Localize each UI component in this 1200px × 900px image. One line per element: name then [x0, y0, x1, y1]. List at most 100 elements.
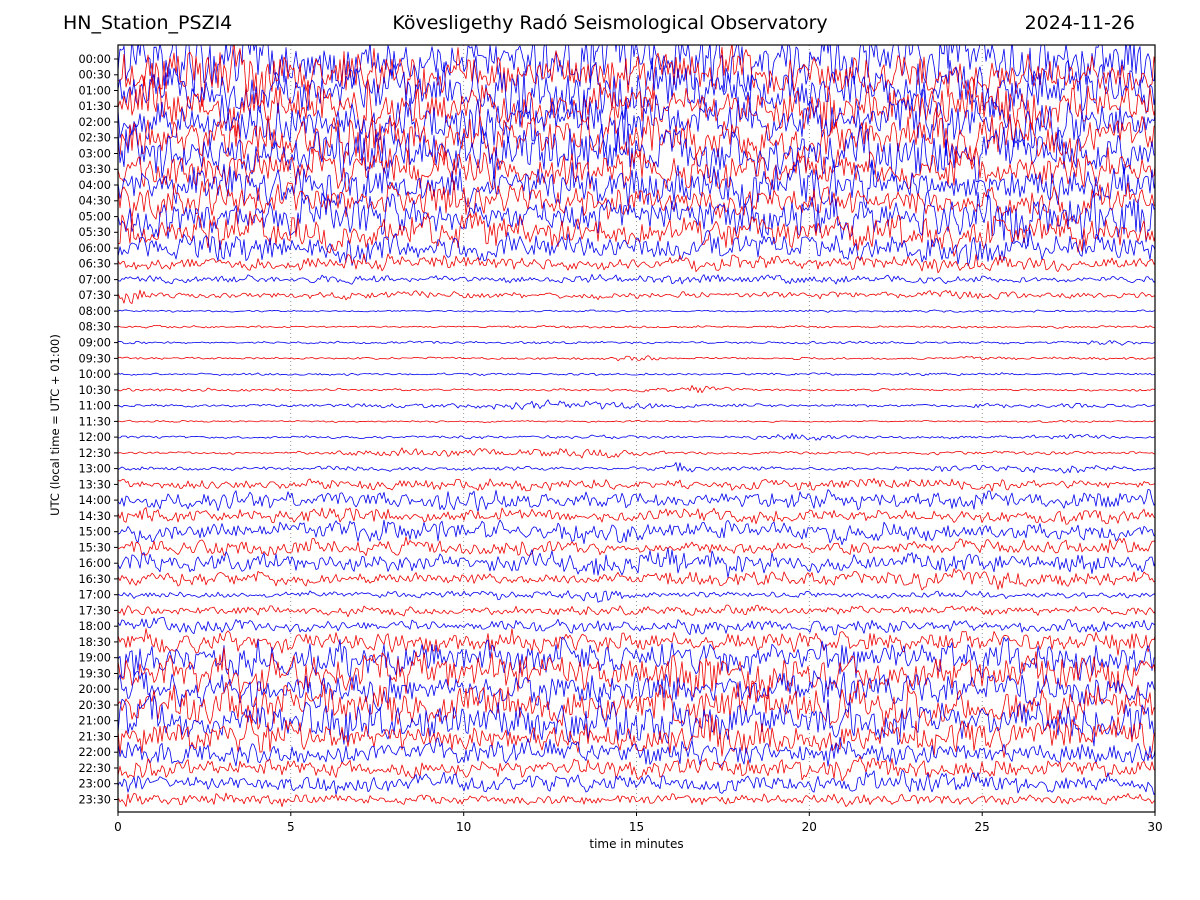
y-tick-label-08:00: 08:00: [78, 305, 111, 318]
trace-06:00: [118, 229, 1155, 267]
y-tick-label-17:00: 17:00: [78, 589, 111, 602]
y-tick-label-13:00: 13:00: [78, 463, 111, 476]
station-title: HN_Station_PSZI4: [63, 12, 233, 34]
y-tick-label-06:00: 06:00: [78, 242, 111, 255]
y-tick-label-14:00: 14:00: [78, 494, 111, 507]
trace-16:00: [118, 547, 1155, 579]
trace-10:00: [118, 372, 1155, 376]
trace-06:30: [118, 253, 1155, 274]
y-tick-label-00:30: 00:30: [78, 69, 111, 82]
trace-13:30: [118, 478, 1155, 492]
y-tick-label-15:30: 15:30: [78, 541, 111, 554]
y-tick-label-23:30: 23:30: [78, 793, 111, 806]
y-tick-label-12:30: 12:30: [78, 447, 111, 460]
trace-22:30: [118, 756, 1155, 782]
trace-01:30: [118, 75, 1155, 137]
x-tick-label-5: 5: [287, 820, 295, 834]
trace-00:00: [118, 45, 1155, 96]
trace-04:30: [118, 178, 1155, 224]
trace-00:30: [118, 45, 1155, 109]
x-tick-label-0: 0: [114, 820, 122, 834]
x-tick-label-30: 30: [1147, 820, 1162, 834]
trace-09:30: [118, 355, 1155, 362]
y-tick-label-19:30: 19:30: [78, 667, 111, 680]
trace-19:00: [118, 636, 1155, 681]
trace-08:30: [118, 324, 1155, 329]
y-tick-label-02:30: 02:30: [78, 132, 111, 145]
y-tick-label-21:00: 21:00: [78, 715, 111, 728]
x-tick-label-25: 25: [975, 820, 990, 834]
trace-07:30: [118, 289, 1155, 304]
trace-23:30: [118, 792, 1155, 808]
trace-09:00: [118, 340, 1155, 346]
y-tick-label-11:00: 11:00: [78, 400, 111, 413]
trace-02:00: [118, 89, 1155, 157]
observatory-title: Kövesligethy Radó Seismological Observat…: [392, 12, 828, 34]
y-tick-label-19:00: 19:00: [78, 652, 111, 665]
y-tick-label-22:30: 22:30: [78, 762, 111, 775]
date-title: 2024-11-26: [1024, 12, 1135, 34]
trace-18:00: [118, 616, 1155, 636]
x-axis-title: time in minutes: [589, 837, 684, 851]
trace-13:00: [118, 462, 1155, 474]
y-tick-label-23:00: 23:00: [78, 778, 111, 791]
y-tick-label-11:30: 11:30: [78, 415, 111, 428]
y-tick-label-04:00: 04:00: [78, 179, 111, 192]
trace-12:00: [118, 432, 1155, 441]
y-tick-label-18:30: 18:30: [78, 636, 111, 649]
y-tick-label-03:00: 03:00: [78, 147, 111, 160]
trace-12:30: [118, 447, 1155, 459]
y-tick-label-07:00: 07:00: [78, 274, 111, 287]
y-tick-label-18:00: 18:00: [78, 620, 111, 633]
trace-18:30: [118, 628, 1155, 656]
y-tick-label-16:30: 16:30: [78, 573, 111, 586]
y-tick-label-03:30: 03:30: [78, 163, 111, 176]
y-tick-label-01:30: 01:30: [78, 100, 111, 113]
trace-20:00: [118, 670, 1155, 711]
y-tick-label-16:00: 16:00: [78, 557, 111, 570]
trace-22:00: [118, 736, 1155, 768]
y-tick-label-12:00: 12:00: [78, 431, 111, 444]
y-tick-label-13:30: 13:30: [78, 478, 111, 491]
trace-23:00: [118, 770, 1155, 795]
y-tick-label-05:00: 05:00: [78, 211, 111, 224]
trace-14:30: [118, 507, 1155, 525]
y-tick-label-17:30: 17:30: [78, 604, 111, 617]
trace-17:00: [118, 590, 1155, 603]
y-tick-label-09:30: 09:30: [78, 352, 111, 365]
plot-border: [117, 44, 1156, 813]
y-tick-label-05:30: 05:30: [78, 226, 111, 239]
y-tick-label-08:30: 08:30: [78, 321, 111, 334]
trace-16:30: [118, 568, 1155, 591]
trace-08:00: [118, 309, 1155, 313]
trace-21:00: [118, 693, 1155, 747]
y-tick-label-22:00: 22:00: [78, 746, 111, 759]
y-tick-label-15:00: 15:00: [78, 526, 111, 539]
y-tick-label-02:00: 02:00: [78, 116, 111, 129]
x-tick-label-10: 10: [456, 820, 471, 834]
trace-11:00: [118, 399, 1155, 410]
y-tick-label-00:00: 00:00: [78, 53, 111, 66]
trace-21:30: [118, 714, 1155, 758]
trace-20:30: [118, 679, 1155, 730]
y-tick-label-10:00: 10:00: [78, 368, 111, 381]
y-tick-label-06:30: 06:30: [78, 258, 111, 271]
trace-11:30: [118, 419, 1155, 423]
trace-19:30: [118, 647, 1155, 700]
y-tick-label-10:30: 10:30: [78, 384, 111, 397]
trace-10:30: [118, 385, 1155, 394]
trace-05:30: [118, 210, 1155, 257]
y-tick-label-21:30: 21:30: [78, 730, 111, 743]
y-tick-label-07:30: 07:30: [78, 289, 111, 302]
trace-02:30: [118, 106, 1155, 170]
x-tick-label-20: 20: [802, 820, 817, 834]
trace-03:30: [118, 145, 1155, 193]
x-tick-label-15: 15: [629, 820, 644, 834]
y-tick-label-14:30: 14:30: [78, 510, 111, 523]
trace-04:00: [118, 159, 1155, 209]
trace-07:00: [118, 274, 1155, 285]
trace-05:00: [118, 191, 1155, 247]
trace-17:30: [118, 604, 1155, 618]
